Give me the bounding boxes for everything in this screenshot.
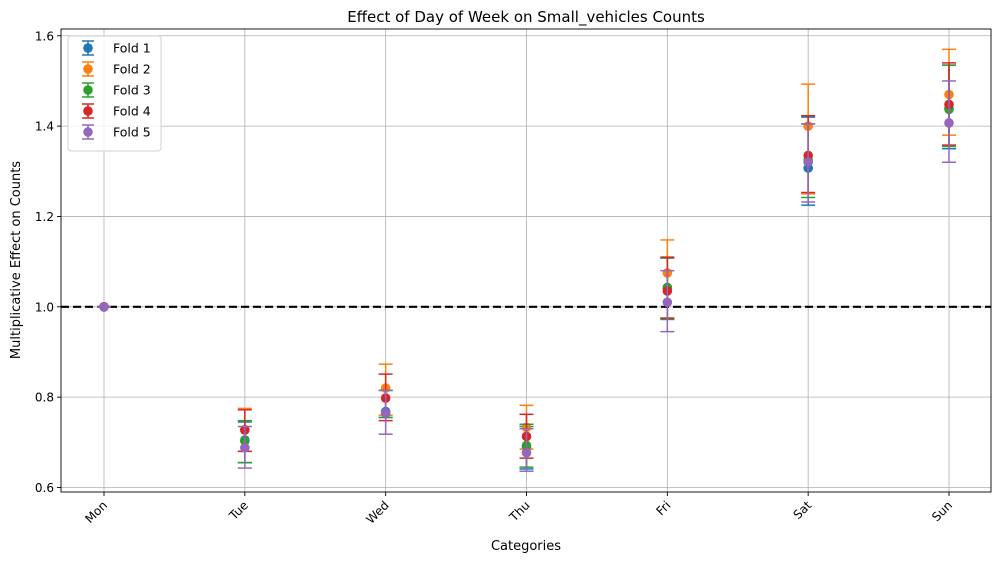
legend-item: Fold 1 bbox=[82, 40, 151, 56]
legend-marker bbox=[83, 106, 93, 116]
legend-label: Fold 4 bbox=[113, 104, 151, 119]
x-tick-label: Wed bbox=[363, 498, 391, 526]
legend-marker bbox=[83, 64, 93, 74]
y-tick-label: 1.4 bbox=[35, 120, 54, 134]
y-tick-label: 1.6 bbox=[35, 29, 54, 43]
y-axis-label: Multiplicative Effect on Counts bbox=[9, 161, 24, 359]
data-point bbox=[240, 442, 250, 453]
plot-frame bbox=[60, 28, 992, 493]
legend-item: Fold 5 bbox=[82, 124, 151, 140]
data-point bbox=[944, 118, 954, 128]
x-tick-label: Sat bbox=[790, 498, 814, 522]
legend-label: Fold 5 bbox=[113, 125, 151, 140]
x-axis-ticks: Mon Tue Wed Thu Fri Sat Sun bbox=[82, 492, 955, 527]
legend-marker bbox=[83, 85, 93, 95]
legend-marker bbox=[83, 127, 93, 137]
legend-item: Fold 2 bbox=[82, 61, 151, 77]
y-tick-label: 0.6 bbox=[35, 481, 54, 495]
legend-label: Fold 2 bbox=[113, 62, 151, 77]
y-tick-label: 1.0 bbox=[35, 300, 54, 314]
data-point bbox=[380, 408, 391, 418]
data-point bbox=[521, 447, 532, 458]
x-axis-label: Categories bbox=[491, 539, 561, 554]
y-tick-label: 1.2 bbox=[35, 210, 54, 224]
legend-box bbox=[67, 35, 162, 152]
series-group bbox=[97, 48, 956, 472]
x-tick-label: Sun bbox=[929, 498, 955, 524]
y-tick-label: 0.8 bbox=[35, 391, 54, 405]
legend-label: Fold 3 bbox=[113, 83, 151, 98]
data-point bbox=[803, 157, 813, 168]
x-tick-label: Thu bbox=[506, 498, 533, 525]
data-point bbox=[662, 297, 673, 308]
legend: Fold 1 Fold 2 Fold 3 Fold 4 Fold 5 bbox=[67, 35, 162, 152]
chart-title: Effect of Day of Week on Small_vehicles … bbox=[347, 8, 705, 27]
legend-marker bbox=[83, 43, 93, 53]
y-axis-ticks: 0.6 0.8 1.0 1.2 1.4 1.6 bbox=[35, 29, 61, 495]
series-fold-5 bbox=[97, 80, 956, 472]
x-tick-label: Tue bbox=[226, 498, 251, 523]
legend-item: Fold 4 bbox=[82, 103, 151, 119]
x-tick-label: Mon bbox=[82, 498, 110, 526]
x-tick-label: Fri bbox=[653, 498, 673, 518]
legend-label: Fold 1 bbox=[113, 41, 151, 56]
legend-item: Fold 3 bbox=[82, 82, 151, 98]
data-point bbox=[99, 302, 109, 312]
